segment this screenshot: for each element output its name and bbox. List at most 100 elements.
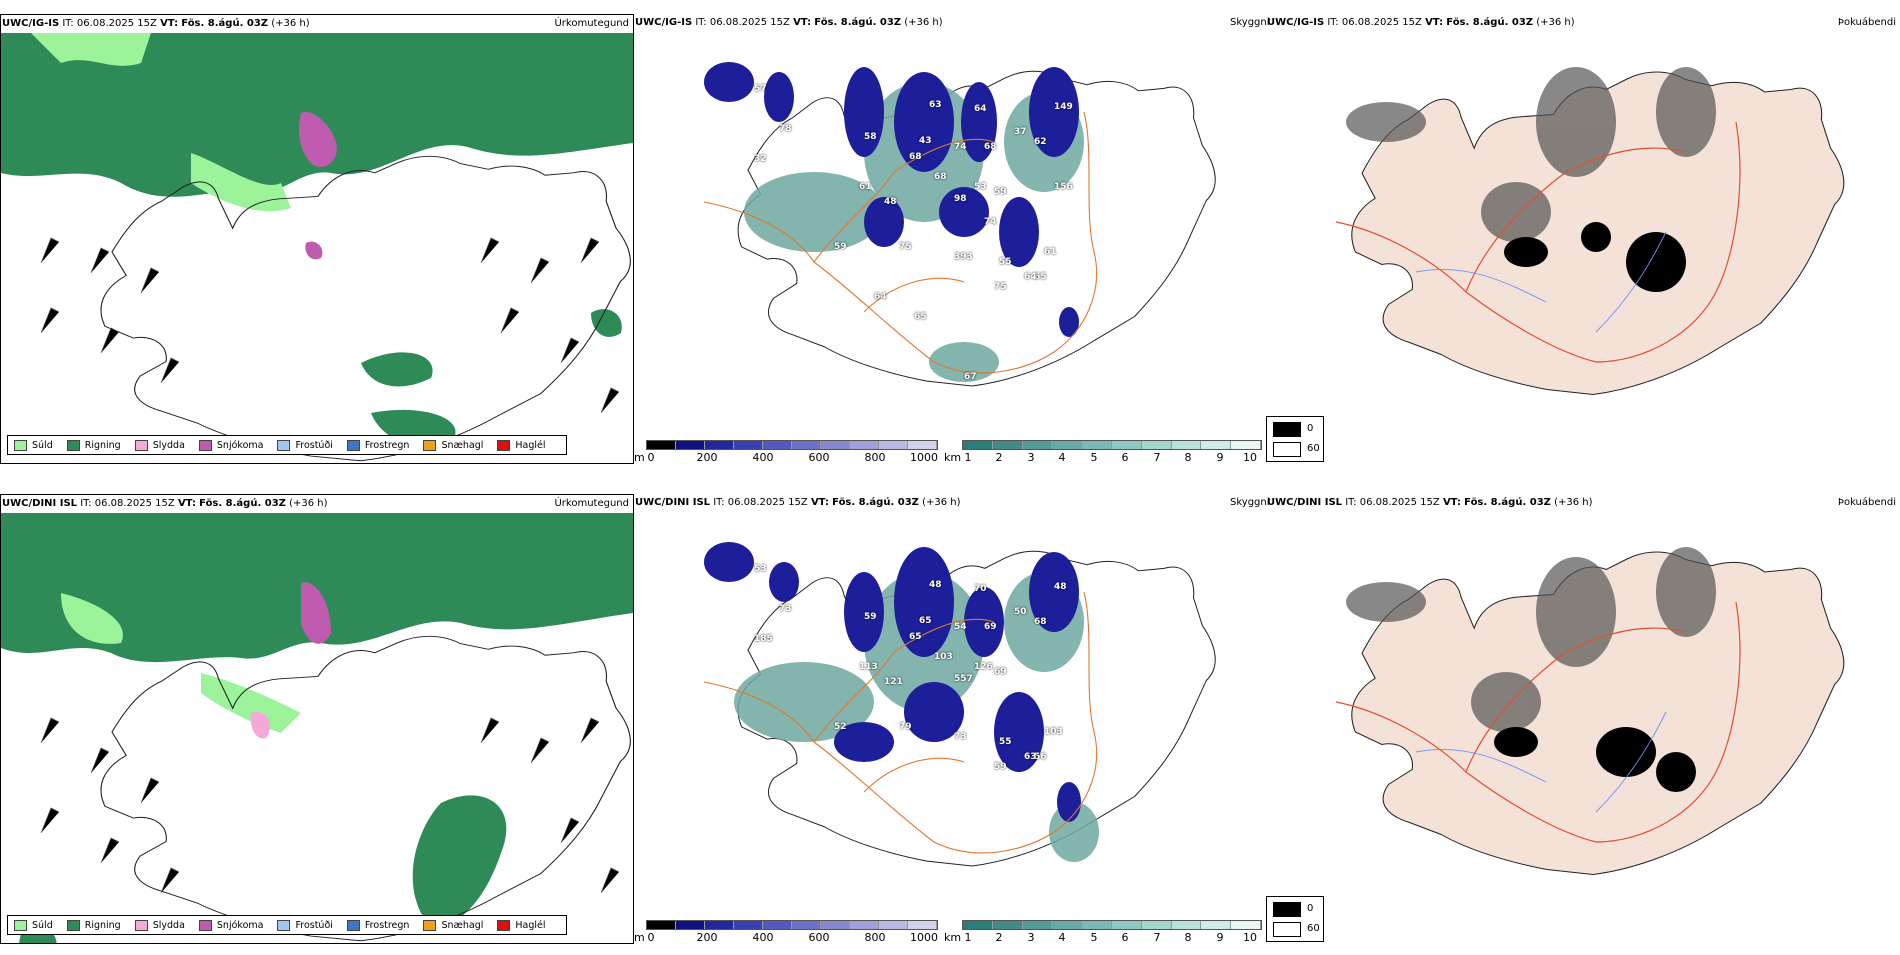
cloud-base-value: 50 [1014, 607, 1027, 617]
legend-label: Rigning [84, 919, 121, 931]
distance-tick: 10 [1243, 451, 1257, 464]
height-tick: 600 [808, 451, 830, 464]
cloud-base-value: 53 [974, 182, 987, 192]
cloud-base-value: 48 [884, 197, 897, 207]
cloud-base-value: 53 [754, 564, 767, 574]
panel-header: UWC/DINI ISL IT: 06.08.2025 15Z VT: Fös.… [635, 497, 1266, 509]
snow-area [299, 112, 337, 167]
legend-label: Haglél [515, 919, 546, 931]
distance-tick: 5 [1090, 451, 1098, 464]
cloud-base-value: 69 [994, 667, 1007, 677]
cloud-base-value: 98 [954, 194, 967, 204]
height-tick: 600 [808, 931, 830, 944]
panel-title: Úrkomutegund [554, 18, 629, 29]
distance-unit: km [944, 451, 962, 464]
fog-map [1335, 67, 1845, 396]
precip-legend: Súld Rigning Slydda Snjókoma Frostúði Fr… [7, 435, 567, 455]
model-name: UWC/DINI ISL [1267, 497, 1343, 508]
legend-item: Rigning [66, 439, 121, 451]
cloud-base-value: 59 [864, 612, 877, 622]
cloud-base-value: 61 [859, 182, 872, 192]
cloud-base-value: 55 [999, 257, 1012, 267]
road-network [1335, 121, 1741, 363]
cloud-base-value: 156 [1054, 182, 1073, 192]
cloud-base-value: 59 [994, 187, 1007, 197]
wind-barbs [40, 717, 620, 894]
cloud-base-value: 68 [1034, 617, 1047, 627]
legend-label: Snjókoma [216, 919, 264, 931]
legend-item: Snjókoma [198, 439, 264, 451]
legend-item: Frostúði [277, 439, 333, 451]
cloud-base-value: 61 [1044, 247, 1057, 257]
height-tick: 400 [752, 931, 774, 944]
vt-value: Fös. 8.ágú. 03Z [1464, 497, 1551, 508]
precip-type-panel: UWC/DINI ISL IT: 06.08.2025 15Z VT: Fös.… [0, 494, 634, 944]
legend-label: Snæhagl [441, 439, 484, 451]
cloud-base-value: 68 [984, 142, 997, 152]
model-name: UWC/DINI ISL [2, 498, 78, 509]
it-value: 06.08.2025 15Z [94, 498, 175, 509]
legend-item: Snæhagl [423, 919, 483, 931]
vt-value: Fös. 8.ágú. 03Z [199, 498, 286, 509]
distance-tick: 9 [1216, 931, 1224, 944]
fog-legend-low: 0 [1307, 423, 1314, 434]
cloud-base-value: 74 [954, 142, 967, 152]
lead-time: (+36 h) [1554, 497, 1593, 508]
legend-item: Súld [14, 439, 53, 451]
height-tick: 200 [696, 451, 718, 464]
fog-map [1335, 547, 1845, 876]
cloud-base-value: 393 [954, 252, 973, 262]
legend-label: Snjókoma [216, 439, 264, 451]
cloud-base-value: 64 [874, 292, 887, 302]
cloud-base-value: 57 [754, 84, 767, 94]
cloud-labels-row-2: 53 73 59 48 70 48 185 65 54 69 68 50 113 65 103 126 69 12… [634, 512, 1268, 912]
visibility-title: Skyggni [1230, 17, 1270, 28]
distance-tick: 3 [1027, 931, 1035, 944]
fog-panel: UWC/IG-IS IT: 06.08.2025 15Z VT: Fös. 8.… [1266, 0, 1900, 470]
rain-area [1, 33, 633, 197]
model-row-ig-is: UWC/IG-IS IT: 06.08.2025 15Z VT: Fös. 8.… [0, 0, 1900, 475]
cloud-base-value: 79 [899, 722, 912, 732]
panel-header: UWC/DINI ISL IT: 06.08.2025 15Z VT: Fös.… [2, 498, 631, 510]
cloud-base-value: 64 [974, 104, 987, 114]
legend-item: Frostregn [346, 439, 409, 451]
height-tick: 800 [864, 451, 886, 464]
distance-tick: 3 [1027, 451, 1035, 464]
lead-time: (+36 h) [289, 498, 328, 509]
cloud-base-value: 126 [974, 662, 993, 672]
height-tick: 800 [864, 931, 886, 944]
low-cloud-areas [704, 542, 1081, 822]
sleet-area [250, 712, 271, 739]
legend-item: Haglél [497, 919, 546, 931]
panel-title: Þokuábendi [1837, 17, 1896, 28]
vt-value: Fös. 8.ágú. 03Z [832, 497, 919, 508]
model-name: UWC/IG-IS [1267, 17, 1325, 28]
panel-title: Úrkomutegund [554, 498, 629, 509]
distance-tick: 8 [1184, 931, 1192, 944]
distance-tick: 6 [1121, 451, 1129, 464]
lead-time: (+36 h) [1536, 17, 1575, 28]
fog-shading [1346, 67, 1716, 242]
cloud-base-value: 70 [974, 584, 987, 594]
it-value: 06.08.2025 15Z [1341, 17, 1422, 28]
distance-tick: 4 [1058, 451, 1066, 464]
cloud-base-value: 65 [1034, 272, 1047, 282]
panel-header: UWC/DINI ISL IT: 06.08.2025 15Z VT: Fös.… [1267, 497, 1898, 509]
cloud-base-value: 149 [1054, 102, 1073, 112]
model-name: UWC/IG-IS [2, 18, 60, 29]
height-tick: 1000 [910, 451, 938, 464]
model-row-dini-isl: UWC/DINI ISL IT: 06.08.2025 15Z VT: Fös.… [0, 480, 1900, 955]
visibility-title: Skyggni [1230, 497, 1270, 508]
cloud-base-value: 48 [929, 580, 942, 590]
cloud-base-value: 56 [1034, 752, 1047, 762]
height-tick: 1000 [910, 931, 938, 944]
it-label: IT: [80, 498, 92, 509]
rain-area [1, 513, 633, 663]
precip-legend: Súld Rigning Slydda Snjókoma Frostúði Fr… [7, 915, 567, 935]
fog-legend-high: 60 [1307, 923, 1320, 934]
distance-tick: 1 [964, 931, 972, 944]
cloud-base-value: 67 [964, 372, 977, 382]
cloud-base-value: 74 [984, 217, 997, 227]
legend-item: Rigning [66, 919, 121, 931]
height-colorbar: m 0 200 400 600 800 1000 [634, 920, 940, 946]
